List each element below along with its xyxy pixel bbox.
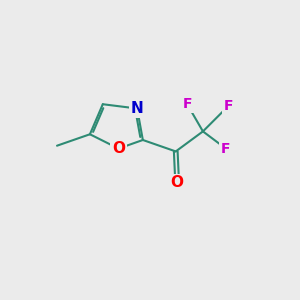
Text: O: O bbox=[112, 141, 125, 156]
Text: F: F bbox=[182, 97, 192, 111]
Text: F: F bbox=[221, 142, 231, 156]
Text: N: N bbox=[131, 101, 143, 116]
Text: F: F bbox=[224, 99, 233, 113]
Text: O: O bbox=[171, 176, 184, 190]
